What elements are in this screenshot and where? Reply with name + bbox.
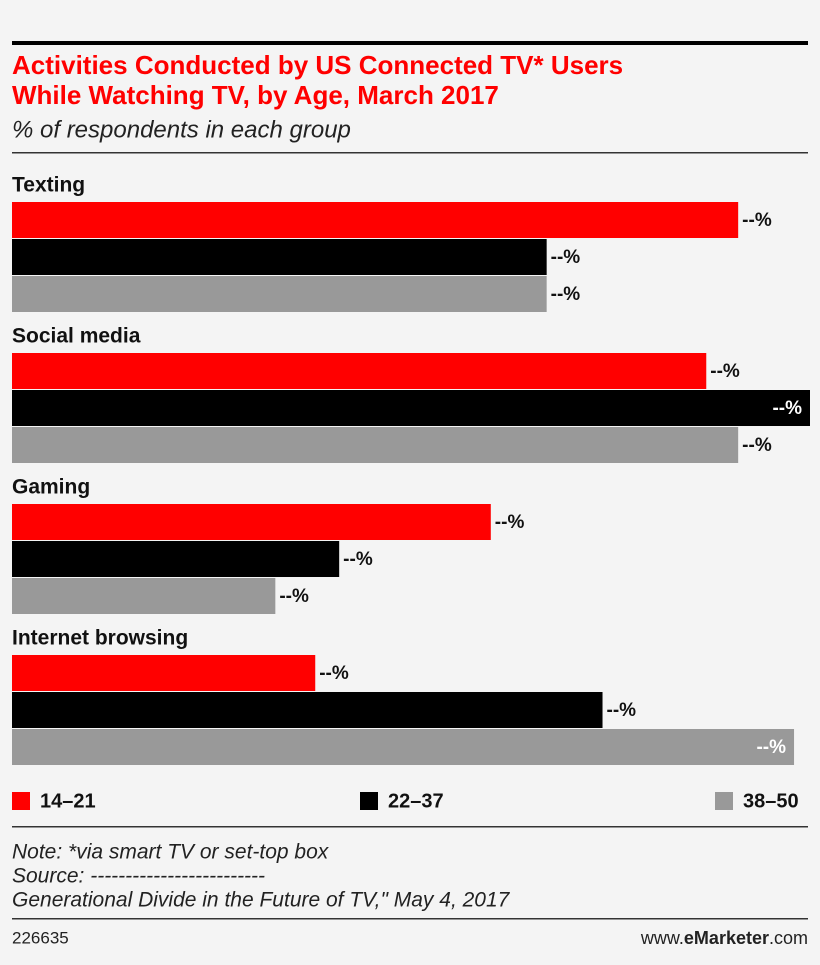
rule: [12, 826, 808, 828]
chart-subtitle: % of respondents in each group: [12, 116, 351, 143]
bar: [12, 655, 316, 691]
chart-title: Activities Conducted by US Connected TV*…: [12, 50, 623, 80]
value-label: --%: [742, 435, 772, 456]
category-label: Texting: [12, 174, 85, 197]
legend-swatch: [12, 792, 30, 810]
bar: [12, 729, 795, 765]
site-part: .com: [769, 928, 808, 948]
value-label: --%: [319, 663, 349, 684]
bar: [12, 202, 739, 238]
bar: [12, 541, 340, 577]
value-label: --%: [742, 210, 772, 231]
bar: [12, 276, 547, 312]
rule: [12, 918, 808, 920]
note: Note: *via smart TV or set-top box: [12, 841, 330, 864]
value-label: --%: [756, 737, 786, 758]
bar: [12, 427, 739, 463]
value-label: --%: [279, 586, 309, 607]
category-label: Gaming: [12, 476, 90, 499]
chart-id: 226635: [12, 928, 69, 947]
value-label: --%: [495, 512, 525, 533]
bar: [12, 692, 603, 728]
source: Generational Divide in the Future of TV,…: [12, 889, 511, 912]
site: www.eMarketer.com: [640, 928, 808, 948]
value-label: --%: [551, 247, 581, 268]
legend-swatch: [715, 792, 733, 810]
value-label: --%: [710, 361, 740, 382]
rule: [12, 152, 808, 154]
legend-label: 38–50: [743, 790, 799, 812]
legend-label: 22–37: [388, 790, 444, 812]
legend-swatch: [360, 792, 378, 810]
top-rule: [12, 41, 808, 45]
chart-title: While Watching TV, by Age, March 2017: [12, 80, 499, 110]
bar: [12, 578, 276, 614]
value-label: --%: [551, 284, 581, 305]
category-label: Internet browsing: [12, 627, 188, 650]
source: Source: -------------------------: [12, 865, 265, 888]
site-part: www.: [640, 928, 684, 948]
bar: [12, 239, 547, 275]
value-label: --%: [343, 549, 373, 570]
bar: [12, 390, 810, 426]
bar: [12, 353, 707, 389]
legend-label: 14–21: [40, 790, 96, 812]
site-part: eMarketer: [684, 928, 769, 948]
value-label: --%: [607, 700, 637, 721]
category-label: Social media: [12, 325, 141, 348]
bar: [12, 504, 491, 540]
value-label: --%: [772, 398, 802, 419]
